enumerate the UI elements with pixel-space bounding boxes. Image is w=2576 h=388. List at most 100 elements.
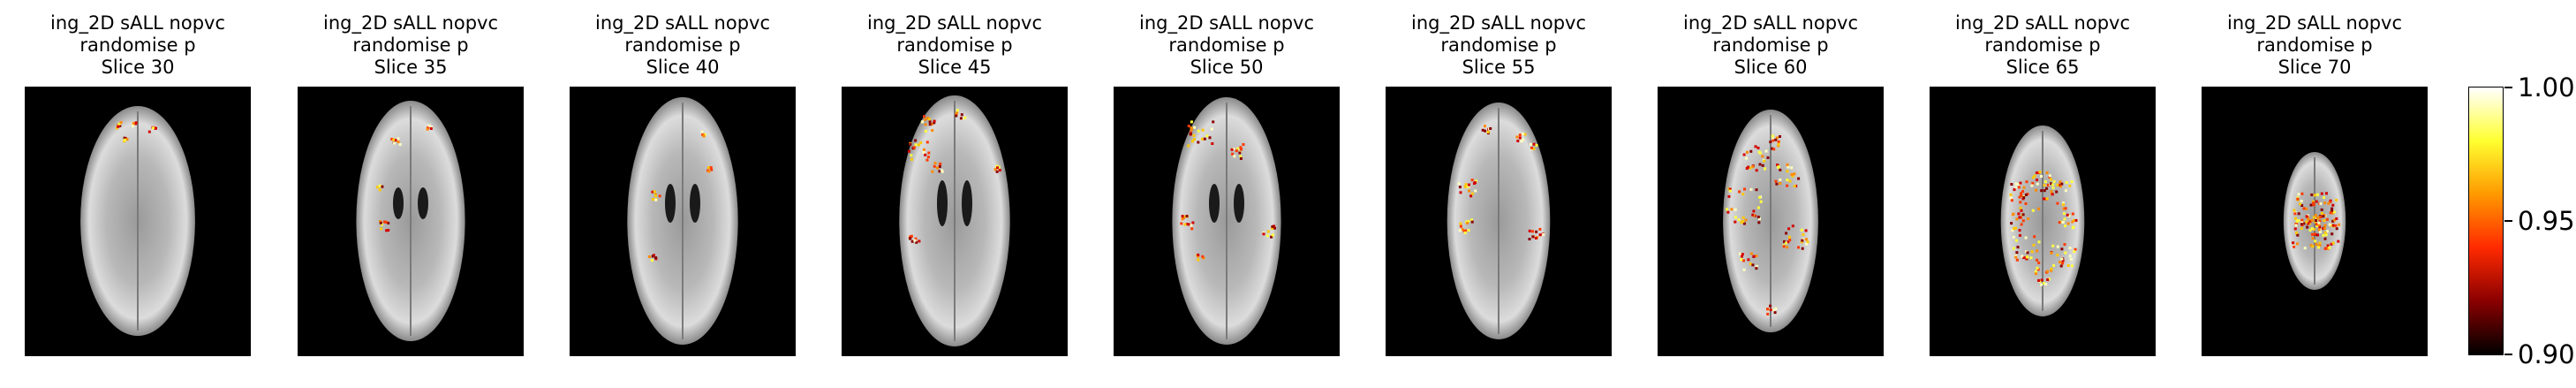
activation-voxel: [653, 194, 657, 197]
activation-voxel: [2315, 224, 2318, 228]
activation-voxel: [1271, 224, 1274, 228]
title-line-2: randomise p: [1712, 34, 1829, 56]
activation-voxel: [2066, 222, 2070, 225]
activation-voxel: [1747, 165, 1750, 169]
activation-voxel: [1726, 208, 1728, 211]
activation-voxel: [2046, 278, 2050, 281]
activation-voxel: [2029, 256, 2033, 260]
panel-title: ing_2D sALL nopvc randomise p Slice 60: [1631, 12, 1910, 79]
activation-voxel: [1779, 135, 1781, 138]
activation-voxel: [1754, 145, 1757, 148]
activation-voxel: [2329, 200, 2331, 203]
title-line-2: randomise p: [1440, 34, 1557, 56]
activation-voxel: [2015, 239, 2018, 242]
activation-voxel: [1730, 208, 1734, 211]
activation-voxel: [1461, 228, 1464, 232]
activation-voxel: [2072, 225, 2075, 229]
activation-voxel: [2022, 196, 2026, 199]
activation-voxel: [1463, 231, 1467, 234]
activation-voxel: [1203, 137, 1206, 141]
activation-voxel: [1755, 169, 1758, 172]
activation-voxel: [2034, 270, 2037, 273]
activation-voxel: [651, 259, 653, 262]
ventricle: [962, 180, 972, 226]
activation-voxel: [1737, 218, 1741, 222]
activation-voxel: [1518, 136, 1522, 140]
activation-voxel: [2300, 192, 2304, 195]
activation-voxel: [2324, 247, 2328, 250]
activation-voxel: [1785, 232, 1788, 235]
activation-voxel: [1749, 149, 1753, 153]
activation-voxel: [1266, 230, 1270, 233]
activation-voxel: [910, 240, 914, 243]
activation-voxel: [2331, 211, 2335, 215]
activation-voxel: [1522, 132, 1524, 135]
activation-voxel: [2037, 261, 2041, 264]
activation-voxel: [1531, 230, 1534, 233]
activation-voxel: [2020, 194, 2023, 197]
activation-voxel: [2316, 233, 2319, 237]
activation-voxel: [1758, 163, 1762, 166]
activation-voxel: [2062, 202, 2065, 205]
activation-voxel: [923, 115, 925, 118]
activation-voxel: [2313, 232, 2316, 236]
activation-voxel: [2331, 241, 2335, 245]
activation-voxel: [2043, 189, 2046, 193]
activation-voxel: [2323, 231, 2327, 234]
title-line-1: ing_2D sALL nopvc: [322, 12, 499, 34]
activation-voxel: [2034, 272, 2037, 276]
activation-voxel: [1771, 139, 1775, 142]
activation-voxel: [2297, 193, 2300, 196]
activation-voxel: [2312, 228, 2315, 231]
activation-voxel: [1463, 185, 1467, 188]
activation-voxel: [928, 120, 932, 124]
activation-voxel: [2062, 207, 2066, 210]
activation-voxel: [1773, 311, 1777, 315]
activation-voxel: [1728, 189, 1732, 193]
activation-voxel: [651, 190, 654, 194]
activation-voxel: [1210, 127, 1213, 131]
activation-voxel: [2030, 250, 2034, 254]
activation-voxel: [1190, 227, 1194, 231]
brain-slice-image: [2202, 87, 2428, 356]
activation-voxel: [1742, 222, 1746, 225]
activation-voxel: [2055, 190, 2059, 194]
activation-voxel: [1756, 146, 1760, 149]
activation-voxel: [116, 126, 118, 130]
activation-voxel: [1531, 235, 1535, 239]
title-line-2: randomise p: [896, 34, 1013, 56]
activation-voxel: [1201, 137, 1204, 141]
activation-voxel: [1197, 253, 1200, 256]
activation-voxel: [2037, 278, 2041, 282]
activation-voxel: [2010, 222, 2013, 225]
activation-voxel: [1273, 226, 1276, 230]
activation-voxel: [1746, 150, 1749, 154]
activation-voxel: [1741, 253, 1744, 256]
activation-voxel: [2330, 242, 2333, 246]
activation-voxel: [2326, 244, 2330, 247]
activation-voxel: [912, 146, 916, 149]
activation-voxel: [2014, 186, 2018, 189]
activation-voxel: [993, 168, 997, 171]
activation-voxel: [1520, 140, 1523, 143]
activation-voxel: [1201, 128, 1205, 132]
ventricle: [937, 180, 948, 226]
panel-title: ing_2D sALL nopvc randomise p Slice 45: [815, 12, 1094, 79]
colorbar-tick-label: 0.90: [2518, 339, 2575, 369]
activation-voxel: [924, 153, 927, 156]
activation-voxel: [2335, 217, 2338, 220]
activation-voxel: [1190, 128, 1193, 132]
activation-voxel: [2061, 221, 2065, 224]
activation-voxel: [2315, 193, 2319, 196]
activation-voxel: [1528, 238, 1531, 240]
activation-voxel: [2314, 214, 2317, 217]
activation-voxel: [2049, 182, 2052, 186]
activation-voxel: [134, 121, 138, 125]
activation-voxel: [1766, 156, 1770, 159]
activation-voxel: [1740, 221, 1743, 224]
brain-slice-image: [1386, 87, 1612, 356]
activation-voxel: [2327, 202, 2330, 205]
activation-voxel: [1786, 170, 1789, 173]
activation-voxel: [118, 124, 122, 127]
ventricle: [690, 184, 700, 223]
